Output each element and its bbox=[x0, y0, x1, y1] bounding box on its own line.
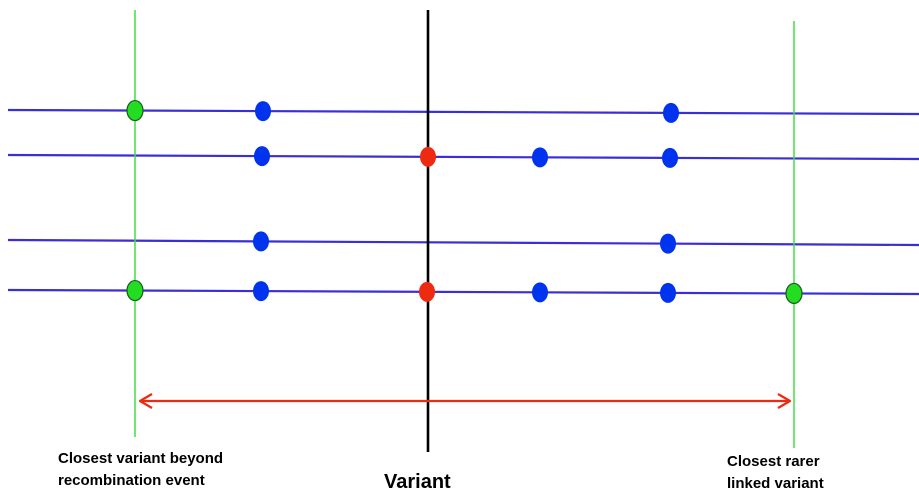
other-variant-dot-14 bbox=[660, 282, 676, 303]
other-variant-dot-11 bbox=[253, 281, 269, 302]
variant-dots bbox=[126, 99, 803, 305]
label-left-line2: recombination event bbox=[58, 472, 205, 489]
interval-arrow-left-head bbox=[138, 393, 153, 409]
other-variant-dot-8 bbox=[253, 231, 269, 252]
boundary-variant-dot-15 bbox=[785, 282, 803, 305]
boundary-variant-dot-1 bbox=[126, 99, 144, 122]
target-variant-dot-12 bbox=[419, 281, 435, 302]
other-variant-dot-13 bbox=[532, 282, 548, 303]
other-variant-dot-6 bbox=[532, 147, 548, 168]
target-variant-dot-5 bbox=[420, 146, 436, 167]
position-lines bbox=[134, 10, 795, 452]
interval-arrow-right-head bbox=[777, 393, 792, 409]
haplotype-line-2 bbox=[7, 153, 919, 161]
other-variant-dot-3 bbox=[663, 102, 679, 123]
label-right-line1: Closest rarer bbox=[727, 453, 820, 470]
label-center-text: Variant bbox=[384, 471, 451, 493]
other-variant-dot-2 bbox=[255, 101, 271, 122]
other-variant-dot-4 bbox=[254, 146, 270, 167]
haplotype-line-3 bbox=[7, 238, 919, 247]
haplotype-lines bbox=[7, 108, 919, 296]
label-right-line2: linked variant bbox=[727, 475, 824, 492]
closest-variant-beyond-recombination-label: Closest variant beyond recombination eve… bbox=[58, 448, 223, 492]
interval-arrow bbox=[138, 393, 792, 409]
label-left-line1: Closest variant beyond bbox=[58, 450, 224, 467]
variant-label: Variant bbox=[384, 469, 451, 495]
other-variant-dot-9 bbox=[660, 233, 676, 254]
other-variant-dot-7 bbox=[662, 147, 678, 168]
haplotype-line-1 bbox=[7, 108, 919, 116]
haplotype-line-4 bbox=[7, 288, 919, 296]
closest-rarer-linked-variant-label: Closest rarer linked variant bbox=[727, 451, 824, 495]
boundary-variant-dot-10 bbox=[126, 279, 144, 302]
